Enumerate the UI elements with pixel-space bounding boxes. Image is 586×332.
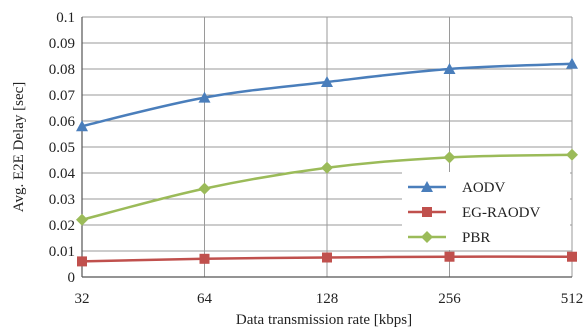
data-point-aodv — [443, 63, 456, 74]
y-tick-label: 0.01 — [49, 244, 75, 260]
data-point-eg-raodv — [77, 256, 87, 267]
data-point-pbr — [76, 213, 88, 226]
data-point-pbr — [443, 151, 456, 164]
y-tick-label: 0.07 — [49, 88, 76, 104]
y-tick-label: 0.08 — [49, 62, 75, 78]
y-tick-label: 0.04 — [49, 166, 76, 182]
x-tick-labels: 32 64 128 256 512 — [75, 291, 584, 307]
data-point-eg-raodv — [444, 251, 455, 262]
data-point-aodv — [76, 120, 88, 132]
y-tick-label: 0.06 — [49, 114, 76, 130]
legend-label-pbr: PBR — [462, 230, 490, 246]
legend: AODV EG-RAODV PBR — [402, 172, 570, 250]
legend-marker-pbr — [421, 231, 433, 243]
legend-label-eg-raodv: EG-RAODV — [462, 205, 540, 221]
y-tick-label: 0.09 — [49, 36, 75, 52]
data-series — [76, 57, 578, 267]
x-tick-label: 128 — [316, 291, 339, 307]
y-axis-title: Avg. E2E Delay [sec] — [11, 82, 27, 213]
x-tick-label: 256 — [438, 291, 461, 307]
y-tick-label: 0.1 — [56, 10, 75, 26]
y-tick-label: 0.02 — [49, 218, 75, 234]
data-point-aodv — [566, 57, 578, 69]
data-point-eg-raodv — [567, 251, 577, 262]
legend-marker-eg-raodv — [422, 207, 432, 217]
x-axis-title: Data transmission rate [kbps] — [236, 312, 412, 328]
data-point-aodv — [321, 76, 333, 87]
y-tick-label: 0 — [68, 270, 76, 286]
x-tick-label: 64 — [197, 291, 213, 307]
data-point-pbr — [566, 148, 578, 161]
legend-label-aodv: AODV — [462, 180, 505, 196]
x-tick-label: 512 — [561, 291, 584, 307]
data-point-aodv — [198, 91, 211, 103]
data-point-eg-raodv — [322, 252, 332, 263]
data-point-pbr — [321, 161, 333, 174]
legend-marker-aodv — [421, 181, 433, 192]
x-tick-label: 32 — [75, 291, 90, 307]
axes — [81, 17, 572, 278]
y-tick-label: 0.03 — [49, 192, 75, 208]
data-point-pbr — [198, 182, 211, 195]
y-tick-labels: 0 0.01 0.02 0.03 0.04 0.05 0.06 0.07 0.08 0.09 0.1 — [49, 10, 76, 286]
y-tick-label: 0.05 — [49, 140, 75, 156]
data-point-eg-raodv — [199, 253, 210, 264]
